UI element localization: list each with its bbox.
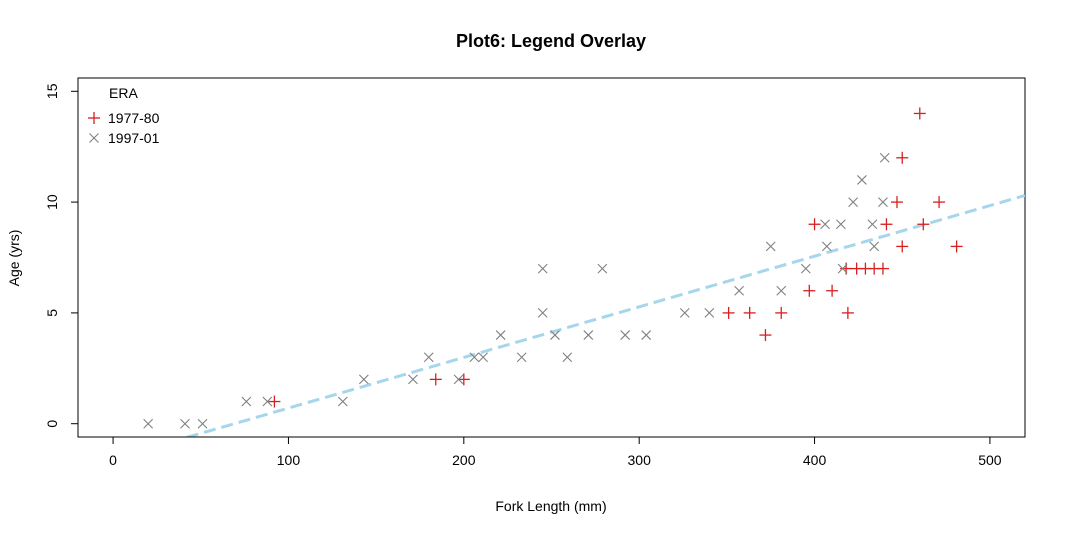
point-1997-01-25	[765, 241, 776, 252]
point-1997-01-34	[867, 219, 878, 230]
point-1977-80-18	[896, 151, 909, 164]
point-1977-80-3	[722, 306, 735, 319]
point-1977-80-11	[841, 306, 854, 319]
point-1997-01-23	[704, 308, 715, 318]
point-1997-01-19	[597, 263, 608, 274]
point-1997-01-10	[469, 352, 480, 363]
point-1997-01-32	[848, 197, 859, 207]
point-1997-01-28	[820, 219, 830, 230]
y-axis-label: Age (yrs)	[6, 230, 22, 287]
point-1977-80-7	[803, 284, 816, 297]
y-tick-label: 15	[44, 83, 60, 99]
point-1977-80-2	[457, 373, 470, 386]
point-1997-01-35	[869, 241, 880, 252]
legend-label-1977-80: 1977-80	[108, 110, 160, 126]
x-tick-label: 400	[803, 452, 827, 468]
point-1997-01-13	[516, 352, 527, 363]
point-1977-80-21	[917, 218, 930, 231]
fit-line	[186, 194, 1025, 437]
point-1997-01-33	[857, 175, 867, 185]
point-1977-80-20	[913, 107, 926, 120]
point-1977-80-9	[826, 284, 839, 297]
point-1997-01-8	[423, 352, 434, 363]
point-1997-01-3	[241, 396, 252, 407]
point-1997-01-16	[550, 330, 560, 340]
point-1997-01-21	[641, 330, 652, 340]
point-1997-01-14	[537, 308, 548, 318]
point-1977-80-15	[876, 262, 889, 275]
point-1997-01-4	[262, 396, 273, 407]
point-1997-01-30	[835, 219, 846, 230]
point-1997-01-15	[537, 263, 548, 274]
x-tick-label: 500	[978, 452, 1002, 468]
point-1977-80-22	[933, 196, 946, 209]
point-1977-80-16	[880, 218, 893, 231]
point-1997-01-0	[143, 418, 154, 429]
point-1997-01-29	[821, 241, 832, 252]
legend-label-1997-01: 1997-01	[108, 130, 160, 146]
point-1977-80-17	[890, 196, 903, 209]
x-tick-label: 0	[109, 452, 117, 468]
legend: ERA 1977-80 1997-01	[88, 85, 160, 146]
y-tick-label: 0	[44, 420, 60, 428]
point-1997-01-5	[337, 396, 348, 407]
point-1977-80-0	[268, 395, 281, 408]
point-1997-01-9	[453, 374, 464, 385]
point-1997-01-6	[358, 374, 369, 385]
point-1997-01-1	[180, 418, 190, 429]
plot-frame	[77, 77, 1026, 438]
legend-marker-1977-80	[88, 112, 100, 124]
point-1997-01-31	[837, 263, 848, 274]
point-1997-01-27	[800, 263, 811, 274]
point-1997-01-12	[495, 330, 506, 340]
point-1997-01-17	[562, 352, 573, 363]
point-1997-01-7	[408, 374, 418, 385]
point-1997-01-18	[583, 330, 594, 340]
point-1997-01-2	[197, 418, 208, 429]
x-tick-label: 300	[628, 452, 652, 468]
point-1997-01-20	[620, 330, 631, 340]
point-1997-01-37	[879, 152, 890, 163]
point-1977-80-8	[808, 218, 821, 231]
point-1997-01-26	[776, 285, 787, 296]
point-1977-80-23	[950, 240, 963, 253]
point-1997-01-11	[478, 352, 488, 363]
point-1977-80-19	[896, 240, 909, 253]
x-tick-label: 200	[452, 452, 476, 468]
point-1977-80-1	[429, 373, 442, 386]
x-axis: 0 100 200 300 400 500	[109, 436, 1002, 468]
legend-title: ERA	[109, 85, 138, 101]
y-tick-label: 5	[44, 309, 60, 317]
point-1977-80-4	[743, 306, 756, 319]
y-tick-label: 10	[44, 194, 60, 210]
point-1977-80-6	[775, 306, 788, 319]
y-axis: 0 5 10 15	[44, 83, 79, 428]
plot-area	[143, 107, 1025, 437]
point-1997-01-22	[679, 308, 690, 318]
x-tick-label: 100	[277, 452, 301, 468]
x-axis-label: Fork Length (mm)	[495, 498, 606, 514]
chart-title: Plot6: Legend Overlay	[456, 31, 646, 51]
legend-marker-1997-01	[89, 133, 99, 143]
point-1997-01-24	[734, 285, 745, 296]
point-1977-80-5	[759, 329, 772, 342]
point-1997-01-36	[878, 197, 888, 207]
